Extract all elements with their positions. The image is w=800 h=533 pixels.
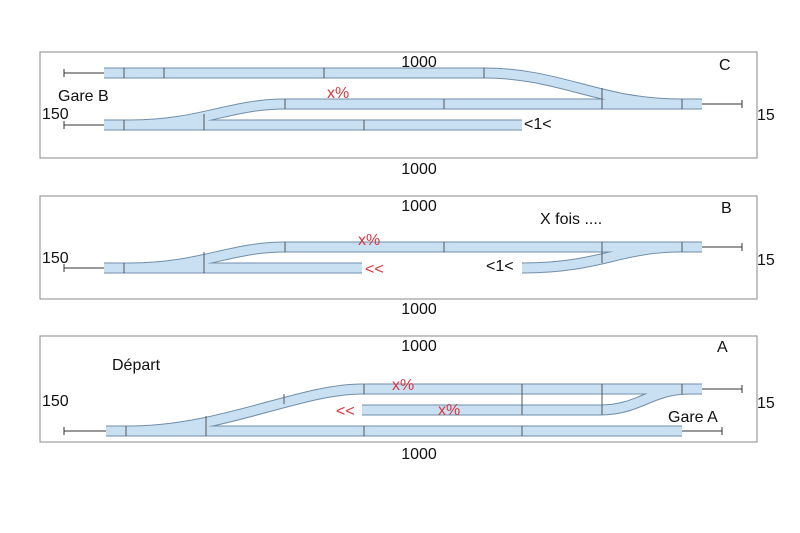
panel-label: A [717,339,728,356]
panel-frame [39,51,758,159]
size-label: 15 [757,107,775,124]
note-label: X fois .... [540,211,602,228]
tracks [63,383,743,437]
panel-frame [39,335,758,443]
grade-label: x% [392,377,414,394]
length-label: 1000 [401,338,437,355]
grade-label: x% [327,85,349,102]
size-label: 15 [757,395,775,412]
station-label: Gare A [668,409,718,426]
ratio-label: <1< [524,116,552,133]
panel-label: B [721,200,732,217]
length-label: 1000 [401,161,437,178]
grade-label: x% [438,402,460,419]
arrow-label: << [336,403,355,420]
length-label: 1000 [401,54,437,71]
length-label: 1000 [401,301,437,318]
size-label: 150 [42,106,69,123]
station-label: Gare B [58,88,109,105]
size-label: 150 [42,393,69,410]
start-label: Départ [112,357,161,374]
tracks [63,241,743,274]
size-label: 150 [42,250,69,267]
arrow-label: << [365,261,384,278]
size-label: 15 [757,252,775,269]
panel-label: C [719,57,731,74]
grade-label: x% [358,232,380,249]
length-label: 1000 [401,446,437,463]
tracks [63,67,743,131]
length-label: 1000 [401,198,437,215]
panel-frame [39,195,758,300]
ratio-label: <1< [486,258,514,275]
